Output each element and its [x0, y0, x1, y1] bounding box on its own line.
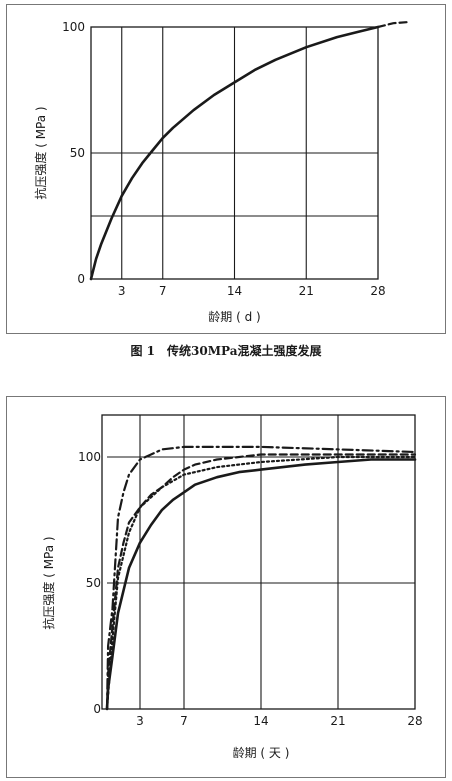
- fig2-series-0-line: [105, 445, 417, 711]
- fig1-x-tick-label: 28: [370, 284, 385, 298]
- fig2-y-tick-label: 50: [86, 576, 101, 590]
- fig2-series-2-line: [105, 455, 417, 711]
- fig1-y-tick-label: 100: [62, 20, 85, 34]
- fig2-plot-border: [101, 414, 416, 710]
- fig1-x-axis-title: 龄期 ( d ): [208, 310, 260, 324]
- figure-2-frame: 3 7 14 21 28 0 50 100 龄期 ( 天 ) 抗压强度 ( MPa ): [6, 396, 446, 778]
- fig2-y-tick-label: 0: [93, 702, 101, 716]
- fig1-y-axis-title: 抗压强度 ( MPa ): [33, 106, 48, 199]
- figure-2-chart: 3 7 14 21 28 0 50 100 龄期 ( 天 ) 抗压强度 ( MPa ): [41, 414, 423, 760]
- fig2-x-tick-label: 3: [136, 714, 144, 728]
- fig2-x-tick-label: 14: [253, 714, 268, 728]
- figure-1-caption: 图 1 传统30MPa混凝土强度发展: [130, 344, 322, 358]
- figure-1-chart: 3 7 14 21 28 0 50 100 龄期 ( d ) 抗压强度 ( MPa ): [33, 20, 410, 324]
- fig2-series-1-line: [105, 453, 417, 711]
- fig2-x-tick-label: 21: [330, 714, 345, 728]
- fig1-x-tick-label: 21: [299, 284, 314, 298]
- fig1-x-tick-label: 3: [118, 284, 126, 298]
- fig1-x-tick-label: 14: [227, 284, 242, 298]
- fig1-y-tick-label: 50: [70, 146, 85, 160]
- fig1-series-0-line: [89, 25, 380, 281]
- fig2-x-tick-label: 28: [407, 714, 422, 728]
- fig2-y-tick-label: 100: [78, 450, 101, 464]
- fig1-x-tick-label: 7: [159, 284, 167, 298]
- fig1-y-tick-label: 0: [77, 272, 85, 286]
- fig2-x-tick-label: 7: [180, 714, 188, 728]
- fig2-x-axis-title: 龄期 ( 天 ): [233, 746, 290, 760]
- figure-1-frame: 3 7 14 21 28 0 50 100 龄期 ( d ) 抗压强度 ( MPa ): [6, 4, 446, 334]
- fig2-series-3-line: [105, 458, 417, 711]
- fig1-series-1-line: [376, 20, 410, 29]
- fig2-y-axis-title: 抗压强度 ( MPa ): [41, 536, 56, 629]
